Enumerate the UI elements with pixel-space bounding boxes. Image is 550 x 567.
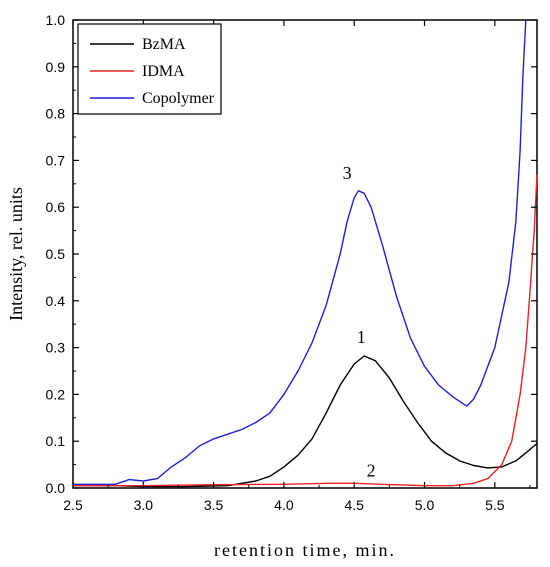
y-tick-label: 0.1 bbox=[46, 433, 66, 449]
x-axis: 2.5 3.0 3.5 4.0 4.5 5.0 5.5 bbox=[63, 20, 531, 513]
y-tick-label: 0.9 bbox=[46, 59, 66, 75]
x-tick-label: 5.5 bbox=[485, 497, 505, 513]
legend-label-idma: IDMA bbox=[142, 63, 185, 80]
series-layer bbox=[73, 19, 538, 488]
y-tick-label: 0.8 bbox=[46, 106, 66, 122]
plot-area: 2.5 3.0 3.5 4.0 4.5 5.0 5.5 0.0 0.1 0.2 0.3 0.4 0.5… bbox=[46, 12, 538, 513]
x-tick-label: 4.5 bbox=[344, 497, 364, 513]
series-line-bzma bbox=[73, 355, 538, 488]
y-axis: 0.0 0.1 0.2 0.3 0.4 0.5 0.6 0.7 0.8 0.9 1.0 bbox=[46, 12, 537, 496]
curve-annotations: 3 1 2 bbox=[343, 163, 376, 480]
y-tick-label: 0.4 bbox=[46, 293, 66, 309]
x-axis-title: retention time, min. bbox=[214, 540, 396, 560]
y-tick-label: 0.0 bbox=[46, 480, 66, 496]
x-tick-label: 5.0 bbox=[415, 497, 435, 513]
curve-label-3: 3 bbox=[343, 163, 352, 183]
curve-label-2: 2 bbox=[367, 460, 376, 480]
y-tick-label: 0.5 bbox=[46, 246, 66, 262]
legend: BzMA IDMA Copolymer bbox=[77, 23, 222, 115]
legend-label-bzma: BzMA bbox=[142, 36, 186, 53]
legend-label-copolymer: Copolymer bbox=[142, 90, 215, 107]
series-line-copolymer bbox=[73, 19, 527, 485]
x-tick-label: 2.5 bbox=[63, 497, 83, 513]
y-tick-label: 0.2 bbox=[46, 386, 66, 402]
legend-box bbox=[77, 23, 222, 115]
x-tick-label: 3.0 bbox=[134, 497, 154, 513]
y-tick-label: 0.6 bbox=[46, 199, 66, 215]
y-tick-label: 0.3 bbox=[46, 340, 66, 356]
y-axis-title: Intensity, rel. units bbox=[6, 187, 26, 321]
curve-label-1: 1 bbox=[357, 327, 366, 347]
x-tick-label: 3.5 bbox=[204, 497, 224, 513]
series-line-idma bbox=[73, 174, 538, 487]
y-tick-label: 1.0 bbox=[46, 12, 66, 28]
x-tick-label: 4.0 bbox=[274, 497, 294, 513]
y-tick-label: 0.7 bbox=[46, 152, 66, 168]
